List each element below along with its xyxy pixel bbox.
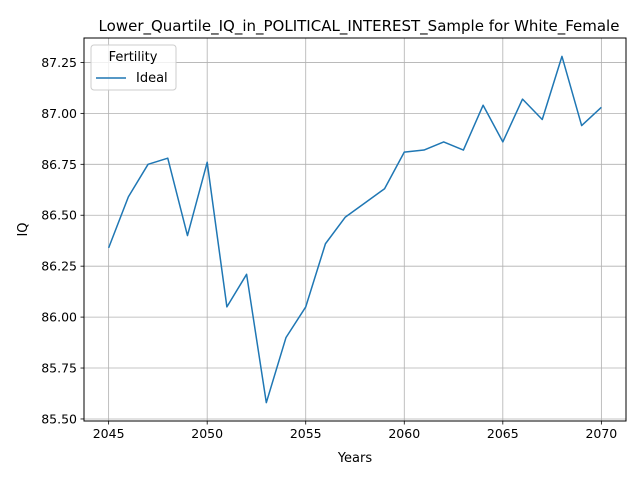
chart-title: Lower_Quartile_IQ_in_POLITICAL_INTEREST_… [99, 17, 620, 36]
x-tick-label: 2045 [93, 426, 125, 441]
y-tick-label: 85.50 [41, 411, 77, 426]
y-tick-label: 87.25 [41, 55, 77, 70]
y-tick-label: 85.75 [41, 361, 77, 376]
y-tick-label: 87.00 [41, 106, 77, 121]
x-tick-label: 2055 [290, 426, 322, 441]
y-tick-label: 86.50 [41, 208, 77, 223]
grid-lines [84, 38, 626, 421]
legend: Fertility Ideal [90, 44, 177, 91]
series-layer [107, 55, 602, 404]
x-tick-label: 2060 [388, 426, 420, 441]
x-tick-label: 2070 [585, 426, 617, 441]
y-tick-label: 86.00 [41, 310, 77, 325]
x-axis-title: Years [337, 451, 373, 466]
y-axis-title: IQ [16, 222, 31, 236]
x-tick-label: 2065 [487, 426, 519, 441]
axis-ticks: 2045 2050 2055 2060 2065 2070 85.50 85.75 86.00 8… [41, 55, 617, 441]
series-line-ideal [107, 55, 602, 404]
legend-title: Fertility [109, 50, 158, 65]
y-tick-label: 86.25 [41, 259, 77, 274]
y-tick-label: 86.75 [41, 157, 77, 172]
plot-frame [83, 37, 627, 422]
legend-label-ideal: Ideal [136, 71, 168, 86]
x-tick-label: 2050 [191, 426, 223, 441]
